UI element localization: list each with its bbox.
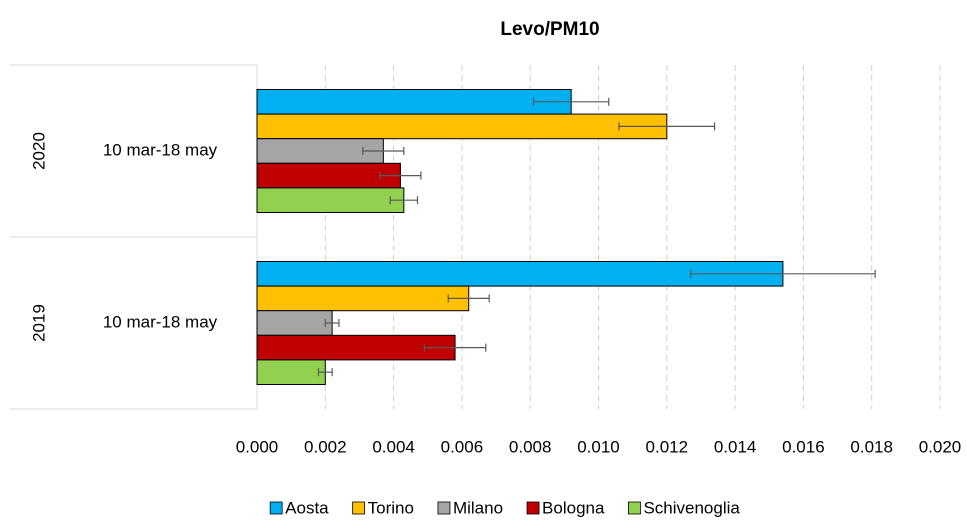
bar (256, 334, 456, 361)
bar (256, 310, 333, 336)
legend-label: Milano (453, 498, 503, 517)
chart-title: Levo/PM10 (500, 19, 599, 40)
x-tick-label: 0.002 (304, 437, 347, 456)
legend-swatch (526, 501, 540, 515)
error-bar (690, 269, 876, 278)
error-bar (533, 97, 610, 106)
x-tick-label: 0.014 (714, 437, 757, 456)
category-label: 10 mar-18 may (103, 312, 218, 331)
x-tick-label: 0.012 (646, 437, 689, 456)
x-tick-label: 0.000 (236, 437, 279, 456)
error-bar (362, 147, 405, 155)
legend-swatch (628, 501, 641, 515)
bar (256, 162, 401, 189)
x-tick-label: 0.016 (782, 437, 825, 456)
legend-label: Aosta (285, 498, 329, 517)
bar (256, 285, 470, 312)
legend-swatch (437, 501, 451, 515)
bar (256, 89, 572, 115)
x-tick-label: 0.018 (850, 437, 893, 456)
group-label: 2019 (29, 304, 48, 342)
error-bar (324, 319, 340, 327)
error-bar (389, 196, 419, 205)
bar (256, 359, 326, 385)
error-bar (317, 368, 333, 377)
bar (256, 113, 668, 140)
legend-label: Schivenoglia (643, 498, 740, 517)
legend-swatch (269, 501, 283, 515)
x-tick-label: 0.008 (509, 437, 552, 456)
category-label: 10 mar-18 may (103, 140, 218, 159)
error-bar (447, 294, 490, 303)
x-tick-label: 0.006 (441, 437, 484, 456)
legend-label: Torino (368, 498, 414, 517)
group-label: 2020 (29, 132, 48, 170)
x-tick-label: 0.004 (372, 437, 415, 456)
error-bar (618, 122, 716, 131)
x-tick-label: 0.010 (577, 437, 620, 456)
x-tick-label: 0.020 (919, 437, 962, 456)
error-bar (379, 171, 422, 180)
legend-label: Bologna (542, 498, 605, 517)
legend-swatch (352, 501, 366, 515)
error-bar (423, 343, 487, 352)
bar (256, 187, 405, 213)
